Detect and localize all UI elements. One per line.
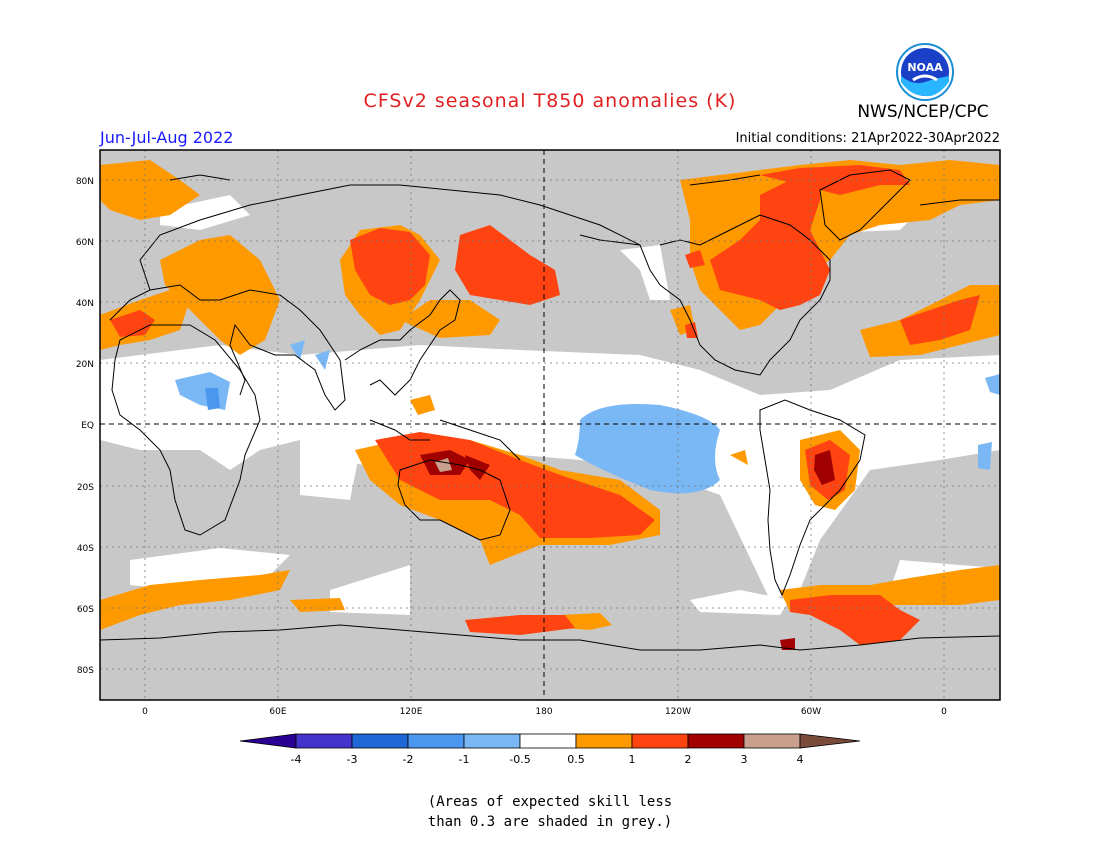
legend-swatch <box>519 733 577 749</box>
lon-label: 0 <box>142 707 148 717</box>
legend-label: -2 <box>403 753 414 766</box>
lat-label: 60N <box>76 238 94 248</box>
initial-conditions: Initial conditions: 21Apr2022-30Apr2022 <box>735 131 1000 146</box>
legend-label: 3 <box>741 753 748 766</box>
neutral-region <box>300 440 360 500</box>
cool-anomaly-region <box>985 374 1000 395</box>
lon-axis: 0 60E 120E 180 120W 60W 0 <box>142 707 947 717</box>
legend-swatch <box>631 733 689 749</box>
legend-swatch <box>239 733 297 749</box>
neutral-region <box>330 565 410 615</box>
legend-label: -4 <box>291 753 302 766</box>
lon-label: 0 <box>941 707 947 717</box>
legend-swatch <box>351 733 409 749</box>
map-title: CFSv2 seasonal T850 anomalies (K) <box>363 90 737 112</box>
svg-text:NOAA: NOAA <box>907 61 943 74</box>
legend-label: 0.5 <box>567 753 585 766</box>
lon-label: 180 <box>535 707 552 717</box>
lon-label: 120W <box>665 707 691 717</box>
skill-note-line: than 0.3 are shaded in grey.) <box>427 814 673 830</box>
cool-anomaly-region <box>290 340 305 360</box>
legend-label: -3 <box>347 753 358 766</box>
legend-swatch <box>799 733 861 749</box>
cool-anomaly-region <box>315 350 330 370</box>
skill-note-line: (Areas of expected skill less <box>427 794 673 810</box>
legend-swatch <box>575 733 633 749</box>
lon-label: 120E <box>400 707 423 717</box>
legend-label: 1 <box>629 753 636 766</box>
lat-label: 20S <box>77 483 94 493</box>
map-frame <box>99 149 1001 701</box>
color-legend: -4 -3 -2 -1 -0.5 0.5 1 2 3 4 <box>239 733 861 766</box>
legend-label: -1 <box>459 753 470 766</box>
lat-label: 80S <box>77 666 94 676</box>
forecast-period: Jun-Jul-Aug 2022 <box>100 128 234 147</box>
legend-swatch <box>687 733 745 749</box>
lat-axis: 80N 60N 40N 20N EQ 20S 40S 60S 80S <box>76 177 94 676</box>
neutral-region <box>690 590 790 615</box>
lon-label: 60W <box>801 707 821 717</box>
graticule <box>100 150 1000 700</box>
lat-label: 40N <box>76 299 94 309</box>
cool-anomaly-region <box>575 404 720 494</box>
legend-label: -0.5 <box>509 753 530 766</box>
neutral-region <box>100 345 1000 600</box>
lat-label: 80N <box>76 177 94 187</box>
legend-swatch <box>743 733 801 749</box>
coastlines <box>100 169 1000 651</box>
cool-anomaly-region <box>205 388 220 410</box>
neutral-region <box>160 195 250 230</box>
neutral-region <box>620 245 670 300</box>
org-name: NWS/NCEP/CPC <box>857 102 989 122</box>
legend-swatch <box>295 733 353 749</box>
lat-label: 60S <box>77 605 94 615</box>
lat-label: 20N <box>76 360 94 370</box>
legend-swatch <box>407 733 465 749</box>
lon-label: 60E <box>269 707 286 717</box>
legend-swatch <box>463 733 521 749</box>
legend-label: 4 <box>797 753 804 766</box>
lat-label: 40S <box>77 544 94 554</box>
lat-label: EQ <box>81 421 94 431</box>
noaa-logo-icon: NOAA <box>895 42 955 102</box>
skill-note: (Areas of expected skill less than 0.3 a… <box>0 792 1100 832</box>
cool-anomaly-region <box>978 442 992 470</box>
legend-label: 2 <box>685 753 692 766</box>
